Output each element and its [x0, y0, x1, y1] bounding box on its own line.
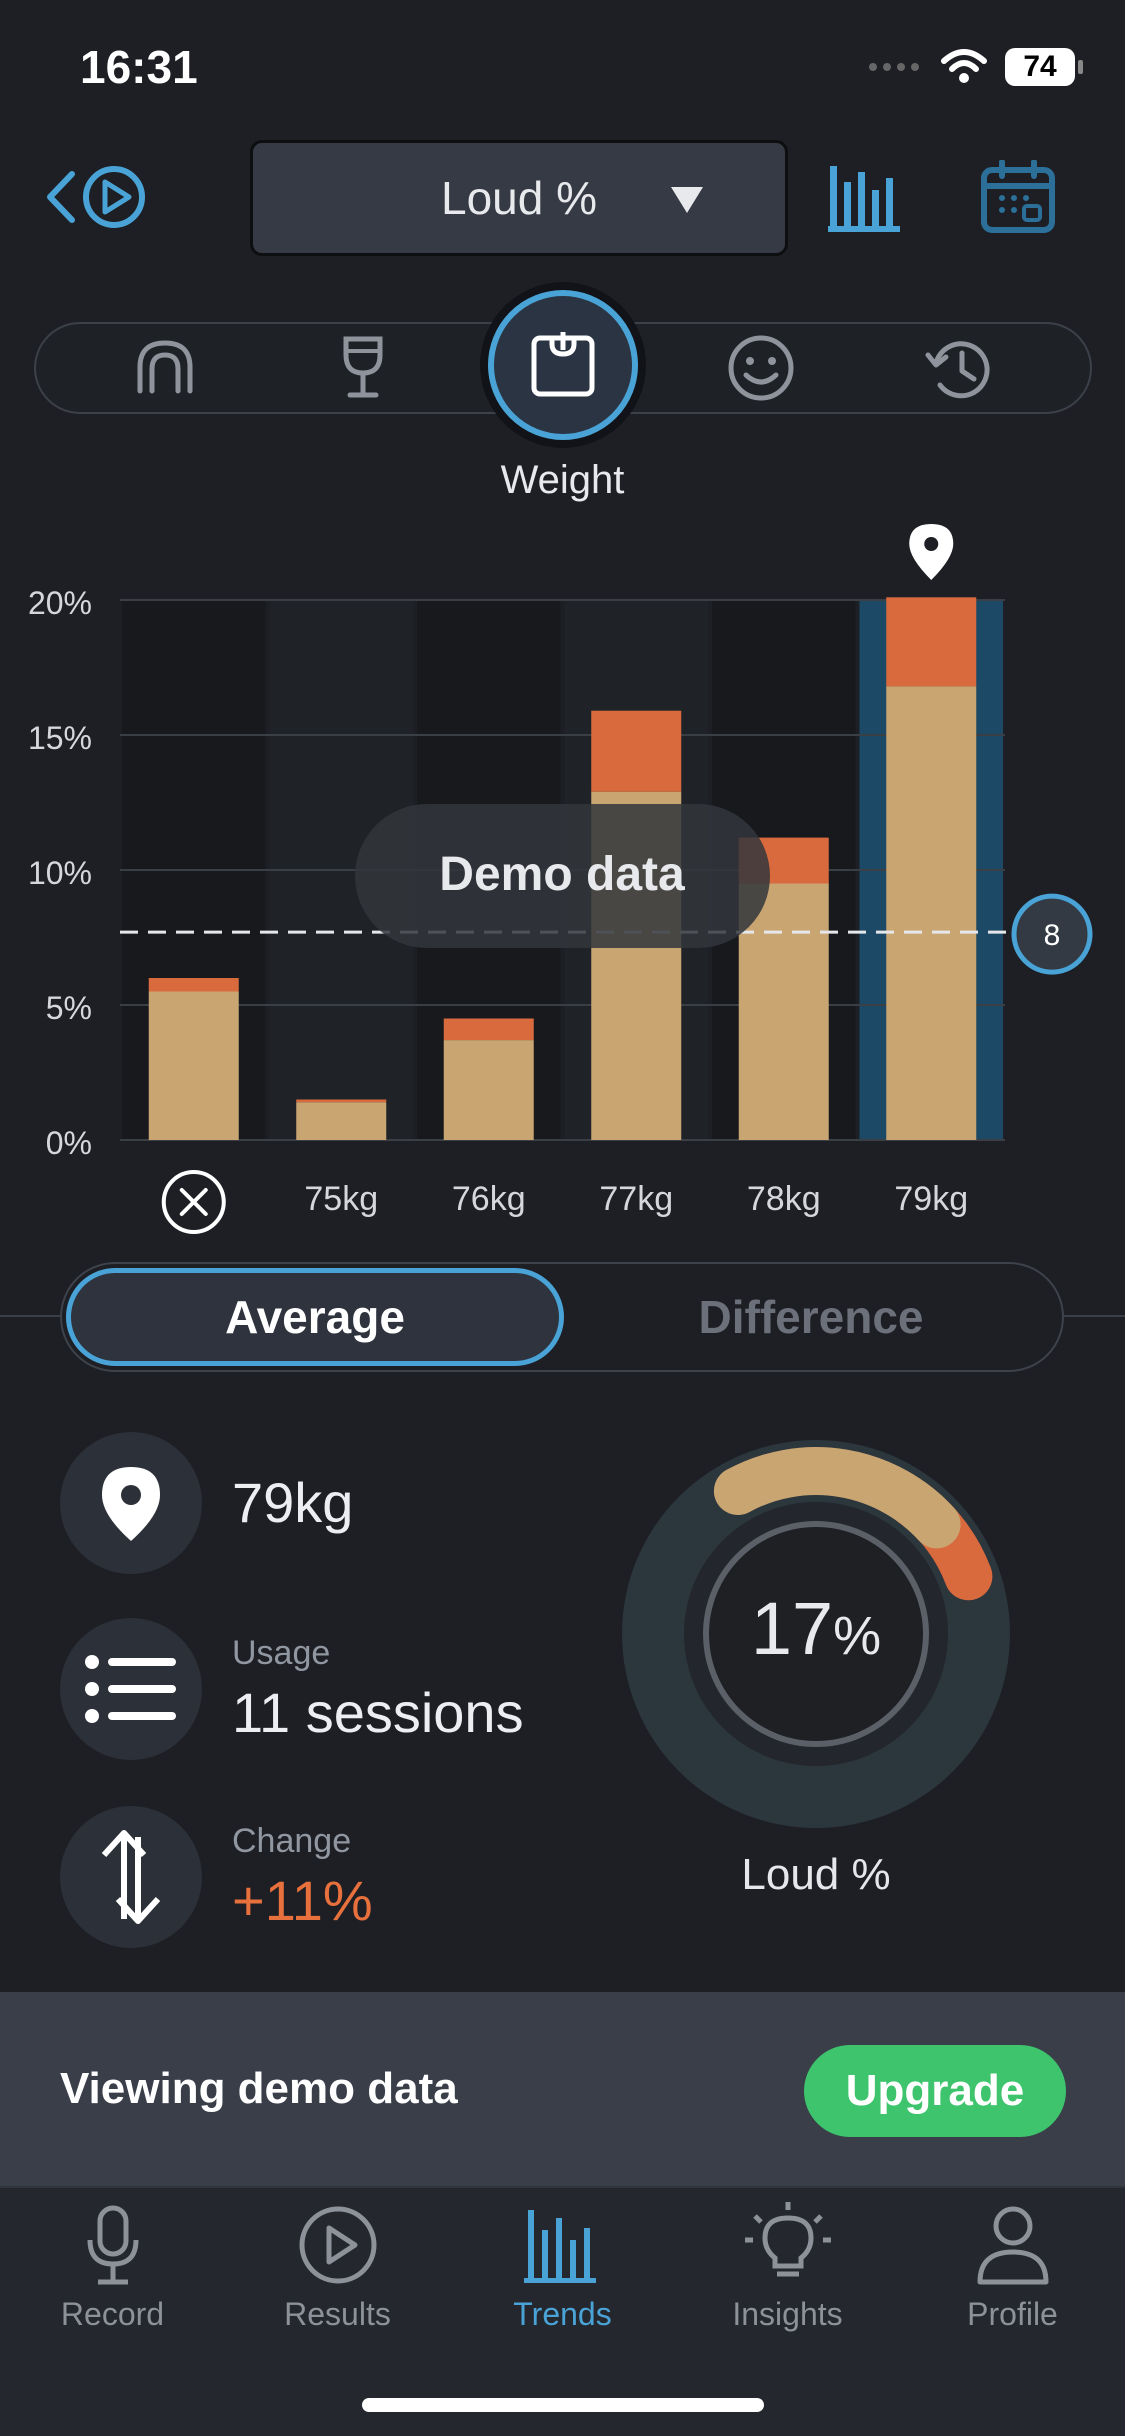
list-icon	[85, 1655, 176, 1723]
history-clock-icon[interactable]	[924, 333, 994, 403]
tab-record-label: Record	[60, 2296, 165, 2332]
status-icons: 74	[867, 48, 1083, 86]
selected-factor-label: Weight	[500, 458, 625, 502]
x-tick-label: 75kg	[304, 1180, 378, 1218]
up-down-arrows-icon	[101, 1830, 161, 1924]
tab-profile[interactable]: Profile	[900, 2200, 1125, 2340]
bar-top-segment	[443, 1018, 534, 1041]
person-icon	[977, 2206, 1048, 2285]
battery-indicator: 74	[1005, 48, 1083, 86]
x-tick-label: 76kg	[452, 1180, 526, 1218]
tab-record[interactable]: Record	[0, 2200, 225, 2340]
loud-percent-gauge: 17%	[622, 1440, 1010, 1828]
mouthguard-icon[interactable]	[130, 333, 200, 403]
location-pin-circle	[60, 1432, 202, 1574]
upgrade-button[interactable]: Upgrade	[804, 2045, 1066, 2137]
y-tick-label: 10%	[28, 855, 92, 891]
gauge-label: Loud %	[741, 1850, 891, 1899]
segment-difference[interactable]: Difference	[698, 1291, 924, 1343]
bar-base-segment	[296, 1102, 387, 1140]
bar-chart-view-icon[interactable]	[828, 158, 900, 234]
x-tick-label: 77kg	[599, 1180, 673, 1218]
weight-scale-icon	[531, 332, 595, 397]
tab-trends-label: Trends	[513, 2296, 612, 2332]
segment-average[interactable]: Average	[66, 1268, 564, 1366]
tab-profile-label: Profile	[967, 2296, 1058, 2332]
tab-bar	[0, 2186, 1125, 2436]
tab-trends[interactable]: Trends	[450, 2200, 675, 2340]
tab-insights[interactable]: Insights	[675, 2200, 900, 2340]
tab-results-label: Results	[284, 2296, 391, 2332]
trend-bar-chart: 0% 5% 10% 15% 20% 75kg 76kg 77kg 78kg 79kg 8 Demo d…	[28, 524, 1093, 1234]
bar-top-segment	[148, 978, 239, 992]
x-tick-label: 79kg	[894, 1180, 968, 1218]
selected-pin-icon	[909, 524, 954, 580]
gauge-value: 17%	[751, 1587, 881, 1670]
selected-weight-value: 79kg	[232, 1471, 354, 1534]
bar-base-segment	[886, 686, 977, 1140]
smiley-icon[interactable]	[726, 333, 796, 403]
wine-glass-icon[interactable]	[328, 333, 398, 403]
change-value: +11%	[232, 1869, 373, 1932]
demo-data-label: Demo data	[439, 848, 685, 901]
lightbulb-icon	[744, 2202, 831, 2277]
demo-banner-text: Viewing demo data	[60, 2064, 458, 2113]
calendar-icon[interactable]	[980, 160, 1056, 234]
bar-chart-icon	[523, 2210, 596, 2283]
y-tick-label: 5%	[46, 990, 92, 1026]
bar-base-segment	[148, 991, 239, 1140]
status-time: 16:31	[80, 41, 198, 93]
bar-top-segment	[886, 597, 977, 687]
selected-pin-dot	[924, 537, 939, 551]
usage-list-circle	[60, 1618, 202, 1760]
home-indicator	[362, 2398, 764, 2412]
wifi-icon	[941, 49, 987, 83]
microphone-icon	[87, 2205, 138, 2285]
bar-top-segment	[296, 1099, 387, 1103]
clear-filter-x	[179, 1188, 208, 1216]
metric-dropdown[interactable]: Loud %	[250, 140, 788, 256]
bar-base-segment	[443, 1040, 534, 1140]
change-circle	[60, 1806, 202, 1948]
tab-results[interactable]: Results	[225, 2200, 450, 2340]
bar-base-segment	[738, 883, 829, 1140]
bar-top-segment	[591, 710, 682, 792]
play-circle-icon	[299, 2206, 376, 2284]
y-tick-label: 20%	[28, 585, 92, 621]
usage-value: 11 sessions	[232, 1681, 524, 1744]
dropdown-caret-icon	[671, 187, 703, 213]
usage-caption: Usage	[232, 1634, 331, 1672]
tab-insights-label: Insights	[732, 2296, 843, 2332]
demo-data-overlay	[355, 804, 770, 948]
clear-filter-icon	[161, 1170, 226, 1234]
y-tick-label: 0%	[46, 1125, 92, 1161]
factor-weight-selected[interactable]	[488, 290, 638, 440]
signal-icon	[869, 63, 919, 71]
change-caption: Change	[232, 1822, 352, 1860]
location-pin-icon	[102, 1467, 160, 1541]
metric-dropdown-label: Loud %	[440, 172, 597, 224]
reference-badge-label: 8	[1044, 919, 1061, 952]
gauge-arc-base	[713, 1447, 961, 1549]
back-play-icon[interactable]	[44, 160, 154, 235]
y-tick-label: 15%	[28, 720, 92, 756]
reference-badge	[1011, 893, 1093, 975]
x-tick-label: 78kg	[747, 1180, 821, 1218]
